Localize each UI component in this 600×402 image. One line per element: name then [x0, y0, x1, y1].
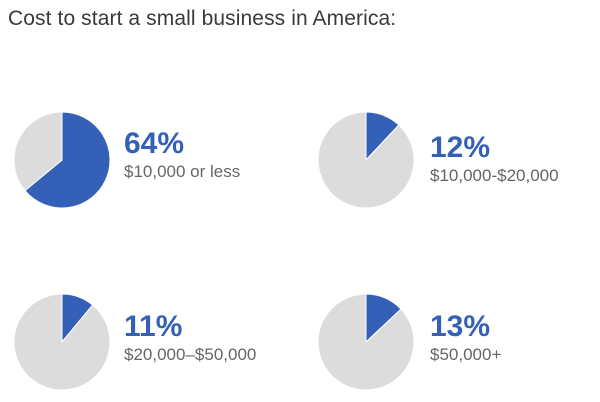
pie-chart-4	[317, 293, 415, 391]
percent-label-3: 11%	[124, 310, 183, 343]
pie-chart-3	[13, 293, 111, 391]
percent-label-2: 12%	[430, 131, 491, 164]
range-label-1: $10,000 or less	[124, 162, 241, 181]
pie-chart-2	[317, 111, 415, 209]
range-label-2: $10,000-$20,000	[430, 166, 559, 185]
pie-chart-1	[13, 111, 111, 209]
percent-label-4: 13%	[430, 310, 491, 343]
range-label-4: $50,000+	[430, 345, 502, 364]
pie-2-remainder-slice	[317, 111, 415, 209]
pie-1-remainder-slice	[13, 111, 63, 192]
page-title: Cost to start a small business in Americ…	[8, 7, 397, 30]
range-label-3: $20,000–$50,000	[124, 345, 257, 364]
pie-3-remainder-slice	[13, 293, 111, 391]
pie-4-remainder-slice	[317, 293, 415, 391]
pie-1-highlight-slice	[24, 111, 111, 209]
percent-label-1: 64%	[124, 127, 185, 160]
